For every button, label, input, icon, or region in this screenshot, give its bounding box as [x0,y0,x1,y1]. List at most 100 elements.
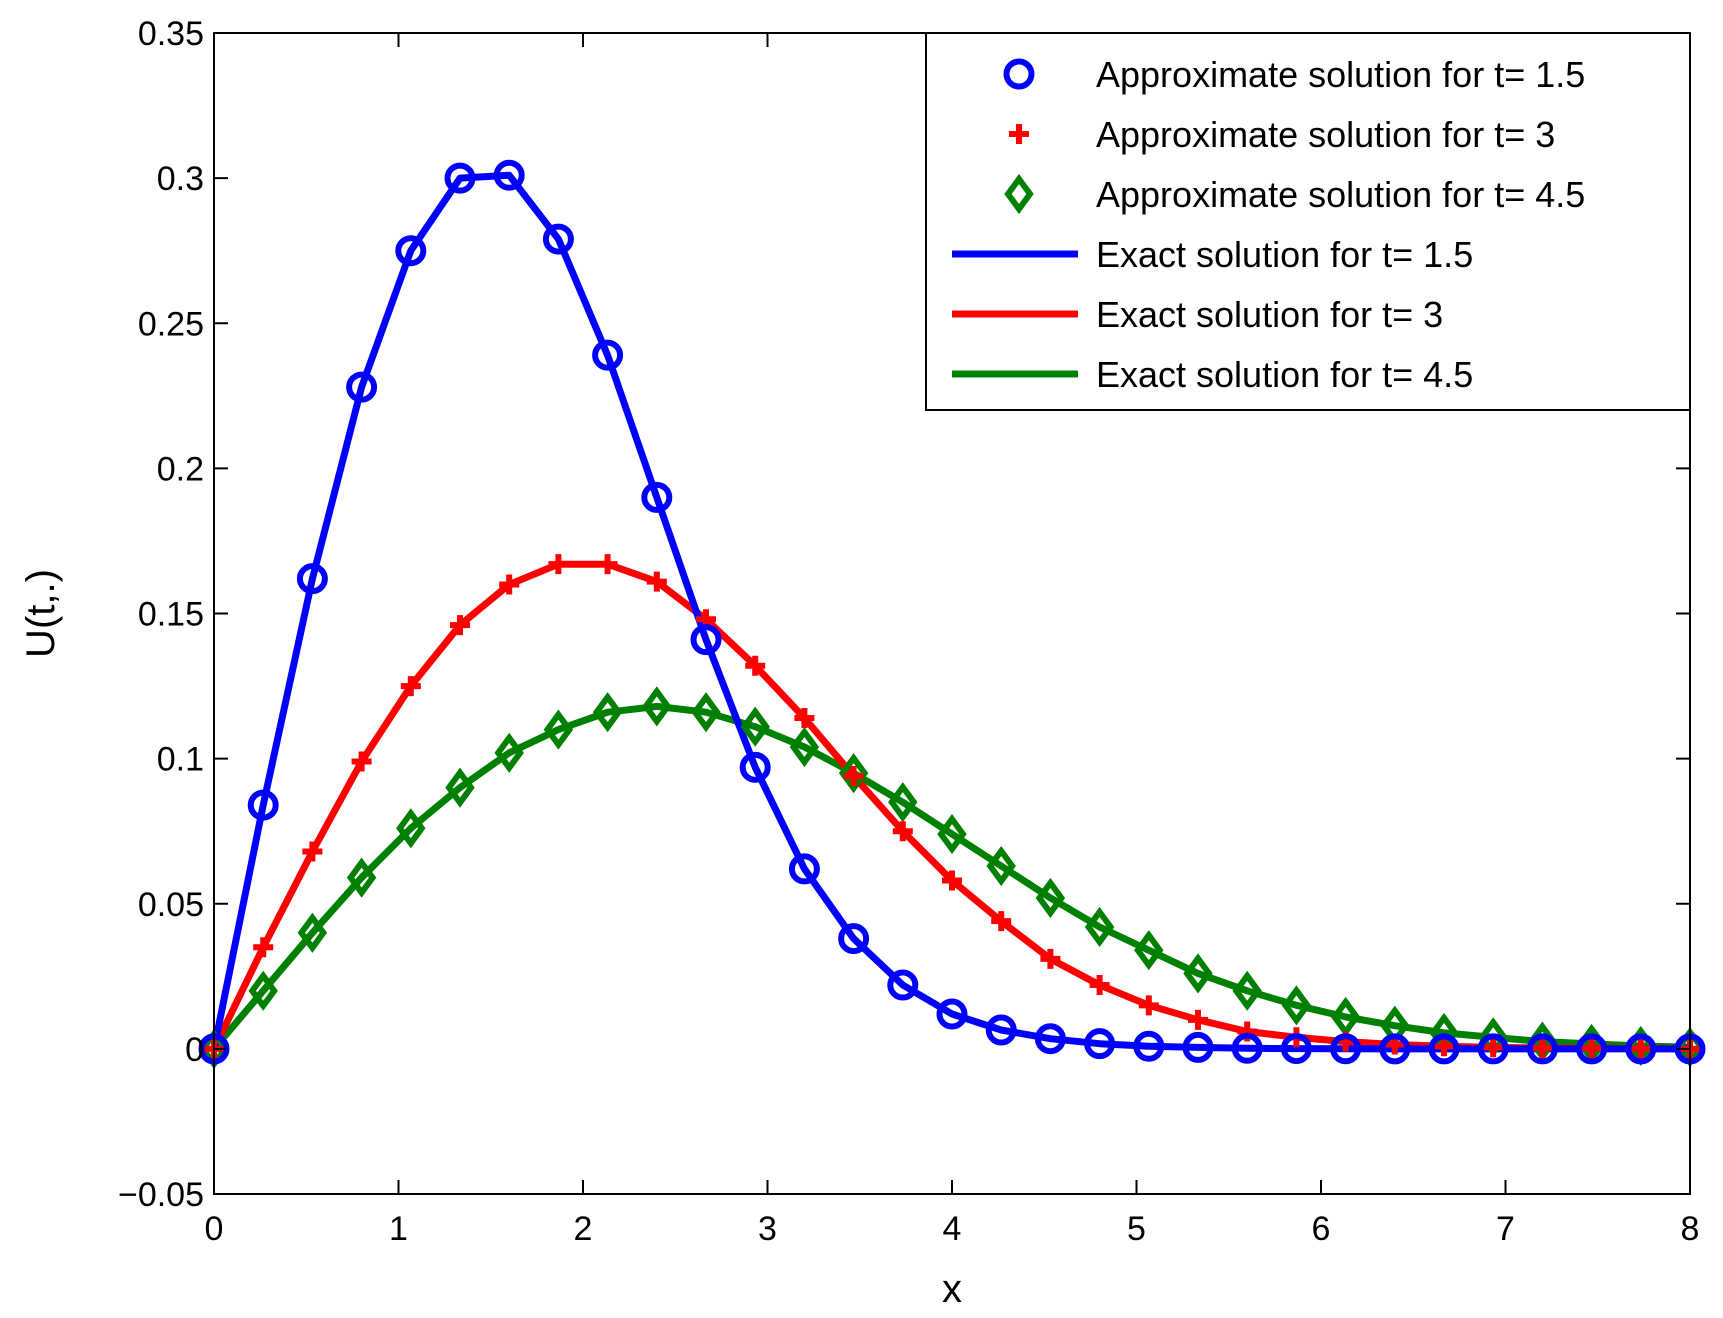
data-point-diamond [396,808,426,849]
data-point-circle [592,339,624,371]
data-point-circle [1034,1023,1066,1055]
data-point-circle [788,853,820,885]
data-point-plus [499,574,520,595]
data-point-circle [247,789,279,821]
legend-label: Approximate solution for t= 3 [1096,114,1555,155]
data-point-plus [351,751,372,772]
data-point-circle [887,969,919,1001]
y-tick-label: 0.05 [138,886,204,924]
legend-marker-diamond [1004,173,1034,215]
series-markers [198,159,1706,1069]
legend-label: Exact solution for t= 3 [1096,294,1443,335]
data-point-plus [843,766,864,787]
data-point-diamond [740,706,770,747]
data-point-circle [985,1014,1017,1046]
data-point-diamond [1084,906,1115,948]
data-point-plus [597,554,618,575]
data-point-plus [253,937,274,958]
plot-area [198,159,1706,1069]
x-tick-label: 8 [1681,1210,1700,1248]
data-point-diamond [1134,930,1164,971]
data-point-plus [745,655,766,676]
data-point-plus [1187,1009,1208,1030]
y-tick-label: 0.35 [138,15,204,53]
data-point-circle [739,751,771,783]
x-tick-label: 5 [1127,1210,1146,1248]
data-point-plus [1483,1037,1504,1058]
data-point-circle [493,159,525,191]
data-point-circle [1133,1030,1165,1062]
data-point-plus [1581,1038,1602,1059]
data-point-plus [1434,1036,1455,1057]
data-point-diamond [346,857,377,898]
data-point-plus [1532,1038,1553,1058]
data-point-plus [548,554,569,575]
data-point-plus [991,911,1012,932]
data-point-plus [1040,948,1061,969]
data-point-diamond [691,692,721,733]
data-point-diamond [592,692,623,733]
data-point-plus [646,571,667,592]
data-point-plus [302,841,323,862]
x-axis-ticks: 0 1 2 3 4 5 6 7 8 [205,33,1700,1248]
x-tick-label: 4 [943,1210,962,1248]
data-point-circle [296,563,328,595]
x-tick-label: 3 [758,1210,777,1248]
y-tick-label: 0.2 [157,450,204,488]
x-tick-label: 2 [574,1210,593,1248]
x-tick-label: 6 [1312,1210,1331,1248]
data-point-circle [1084,1028,1116,1060]
data-point-diamond [494,732,524,773]
data-point-circle [1477,1033,1509,1065]
data-point-circle [1379,1033,1411,1065]
legend-entries: Approximate solution for t= 1.5 Approxima… [952,54,1585,395]
y-tick-label: 0.25 [138,305,204,343]
data-point-circle [641,481,673,513]
data-point-diamond [543,709,574,750]
data-point-diamond [445,767,475,808]
legend-label: Exact solution for t= 4.5 [1096,354,1473,395]
y-tick-label: 0.1 [157,741,204,779]
x-tick-label: 1 [389,1210,408,1248]
data-point-diamond [888,782,918,823]
data-point-circle [1182,1031,1214,1063]
legend-marker-plus [1009,124,1029,144]
data-point-circle [1625,1033,1657,1065]
legend-box [925,32,1691,411]
data-point-plus [892,821,913,842]
y-axis-ticks: −0.05 0 0.05 0.1 0.15 0.2 0.25 0.3 0.35 [118,15,1690,1214]
data-point-circle [1576,1033,1608,1065]
data-point-circle [838,923,870,955]
legend: Approximate solution for t= 1.5 Approxima… [925,32,1691,411]
data-point-circle [1330,1033,1362,1065]
x-tick-label: 0 [205,1210,224,1248]
data-point-diamond [248,970,278,1011]
data-point-diamond [1035,877,1066,919]
data-point-circle [1428,1033,1460,1065]
y-tick-label: 0 [185,1031,204,1069]
data-point-circle [690,624,722,656]
y-tick-label: −0.05 [118,1176,204,1214]
data-point-diamond [1232,970,1262,1011]
data-point-diamond [297,912,328,953]
legend-label: Exact solution for t= 1.5 [1096,234,1473,275]
data-point-diamond [986,845,1016,887]
data-point-plus [1089,975,1110,996]
data-point-circle [346,371,378,403]
data-point-circle [1231,1032,1263,1064]
data-point-circle [395,235,427,267]
legend-label: Approximate solution for t= 1.5 [1096,54,1585,95]
data-point-plus [449,615,470,636]
legend-label: Approximate solution for t= 4.5 [1096,174,1585,215]
data-point-circle [936,998,968,1030]
data-point-plus [794,707,815,728]
y-tick-label: 0.3 [157,160,204,198]
data-point-diamond [1183,953,1213,994]
data-point-plus [1630,1038,1651,1059]
data-point-circle [542,223,574,255]
data-point-plus [942,870,962,891]
data-point-plus [1138,995,1159,1016]
x-tick-label: 7 [1496,1210,1515,1248]
data-point-circle [1280,1033,1312,1065]
